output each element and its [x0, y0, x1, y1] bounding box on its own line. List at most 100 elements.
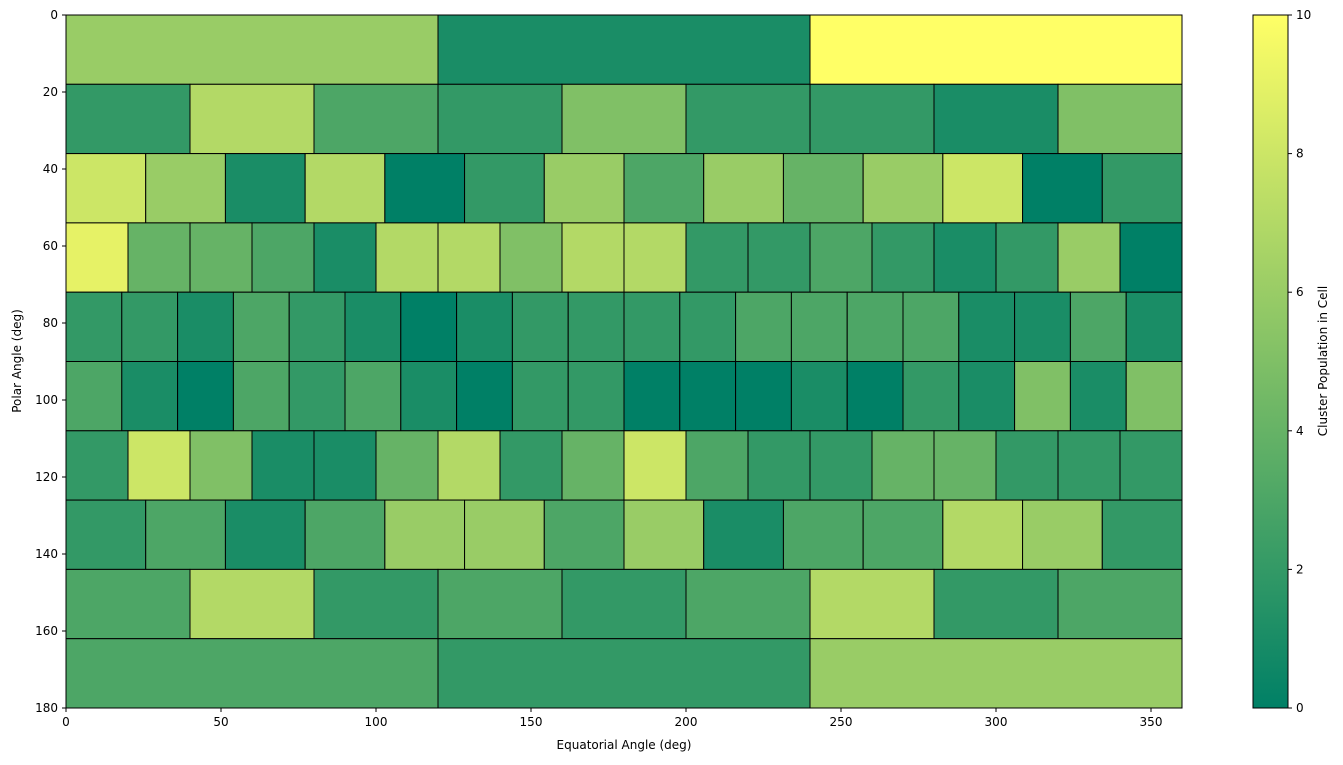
heatmap-cell: [375, 430, 439, 501]
heatmap-cell: [995, 430, 1059, 501]
heatmap-cell: [224, 153, 306, 224]
heatmap-cell: [464, 499, 545, 570]
heatmap-cell: [251, 430, 315, 501]
y-tick-label: 80: [43, 316, 58, 330]
heatmap-cell: [65, 14, 439, 85]
heatmap-cell: [511, 291, 569, 363]
heatmap-cell: [809, 638, 1183, 709]
colorbar-ticks: 0 2 4 6 8 10: [1288, 8, 1311, 715]
heatmap-cell: [561, 430, 625, 501]
heatmap-cell: [65, 499, 147, 570]
heatmap-cell: [384, 499, 466, 570]
colorbar-gradient: [1252, 14, 1289, 709]
heatmap-cell: [933, 83, 1059, 155]
y-tick-label: 40: [43, 162, 58, 176]
heatmap-cell: [679, 291, 737, 363]
heatmap-cell: [1069, 361, 1127, 432]
heatmap-cell: [224, 499, 306, 570]
heatmap-cell: [499, 430, 563, 501]
y-tick-label: 100: [35, 393, 58, 407]
heatmap-cell: [747, 222, 811, 293]
heatmap-cell: [809, 568, 935, 640]
x-tick-label: 100: [365, 715, 388, 729]
heatmap-cell: [1022, 499, 1103, 570]
heatmap-cell: [995, 222, 1059, 293]
heatmap-cell: [499, 222, 563, 293]
x-tick-label: 150: [520, 715, 543, 729]
heatmap-cell: [679, 361, 737, 432]
heatmap-cell: [65, 568, 191, 640]
heatmap-cell: [623, 361, 681, 432]
colorbar-tick-label: 10: [1296, 8, 1311, 22]
heatmap-cell: [232, 361, 290, 432]
heatmap-cell: [65, 430, 129, 501]
x-axis: 0 50 100 150 200 250 300 350: [62, 708, 1162, 729]
heatmap-cell: [65, 291, 123, 363]
heatmap-cell: [456, 361, 513, 432]
heatmap-cell: [735, 291, 792, 363]
heatmap-cell: [1057, 430, 1121, 501]
heatmap-cell: [790, 291, 848, 363]
heatmap-cell: [189, 430, 253, 501]
heatmap-cell: [809, 222, 873, 293]
heatmap-cell: [623, 430, 687, 501]
heatmap-cell: [561, 568, 687, 640]
x-tick-label: 300: [985, 715, 1008, 729]
heatmap-cell: [1057, 222, 1121, 293]
heatmap-cell: [304, 499, 386, 570]
x-tick-label: 0: [62, 715, 70, 729]
heatmap-cell: [862, 153, 944, 224]
colorbar-label: Cluster Population in Cell: [1316, 286, 1330, 436]
heatmap-cell: [65, 222, 129, 293]
heatmap-cell: [288, 361, 346, 432]
heatmap-cell: [288, 291, 346, 363]
plot-frame: [65, 14, 1183, 709]
x-tick-label: 250: [830, 715, 853, 729]
heatmap-cell: [511, 361, 569, 432]
heatmap-cell: [344, 361, 402, 432]
heatmap-cell: [1125, 361, 1183, 432]
heatmap-cell: [1101, 153, 1183, 224]
y-tick-label: 180: [35, 701, 58, 715]
y-tick-label: 120: [35, 470, 58, 484]
heatmap-cell: [1057, 568, 1183, 640]
heatmap-cell: [177, 291, 234, 363]
heatmap-cell: [567, 361, 625, 432]
heatmap-cell: [232, 291, 290, 363]
heatmap-cell: [685, 83, 811, 155]
y-axis: 0 20 40 60 80 100 120 140 160 180: [35, 8, 66, 715]
heatmap-cell: [782, 499, 864, 570]
heatmap-cell: [384, 153, 466, 224]
heatmap-cell: [623, 291, 681, 363]
heatmap-cell: [437, 222, 501, 293]
heatmap-cell: [1069, 291, 1127, 363]
heatmap-cell: [543, 153, 625, 224]
heatmap-cell: [304, 153, 386, 224]
heatmap-cell: [809, 14, 1183, 85]
heatmap-cell: [809, 83, 935, 155]
heatmap-cell: [189, 83, 315, 155]
heatmap-cell: [456, 291, 513, 363]
heatmap-cell: [145, 499, 226, 570]
heatmap-cell: [1014, 291, 1071, 363]
heatmap-cell: [623, 222, 687, 293]
colorbar-tick-label: 2: [1296, 562, 1304, 576]
heatmap-cell: [846, 361, 904, 432]
heatmap-cell: [567, 291, 625, 363]
heatmap-cell: [1119, 222, 1183, 293]
heatmap-cell: [313, 430, 377, 501]
heatmap-cell: [871, 430, 935, 501]
heatmap-cells: [65, 14, 1183, 709]
heatmap-cell: [685, 568, 811, 640]
heatmap-cell: [735, 361, 792, 432]
heatmap-cell: [400, 291, 458, 363]
heatmap-cell: [313, 222, 377, 293]
heatmap-cell: [933, 430, 997, 501]
x-tick-label: 200: [675, 715, 698, 729]
heatmap-cell: [623, 499, 705, 570]
heatmap-cell: [782, 153, 864, 224]
heatmap-cell: [121, 361, 179, 432]
heatmap-cell: [902, 361, 960, 432]
heatmap-cell: [1125, 291, 1183, 363]
